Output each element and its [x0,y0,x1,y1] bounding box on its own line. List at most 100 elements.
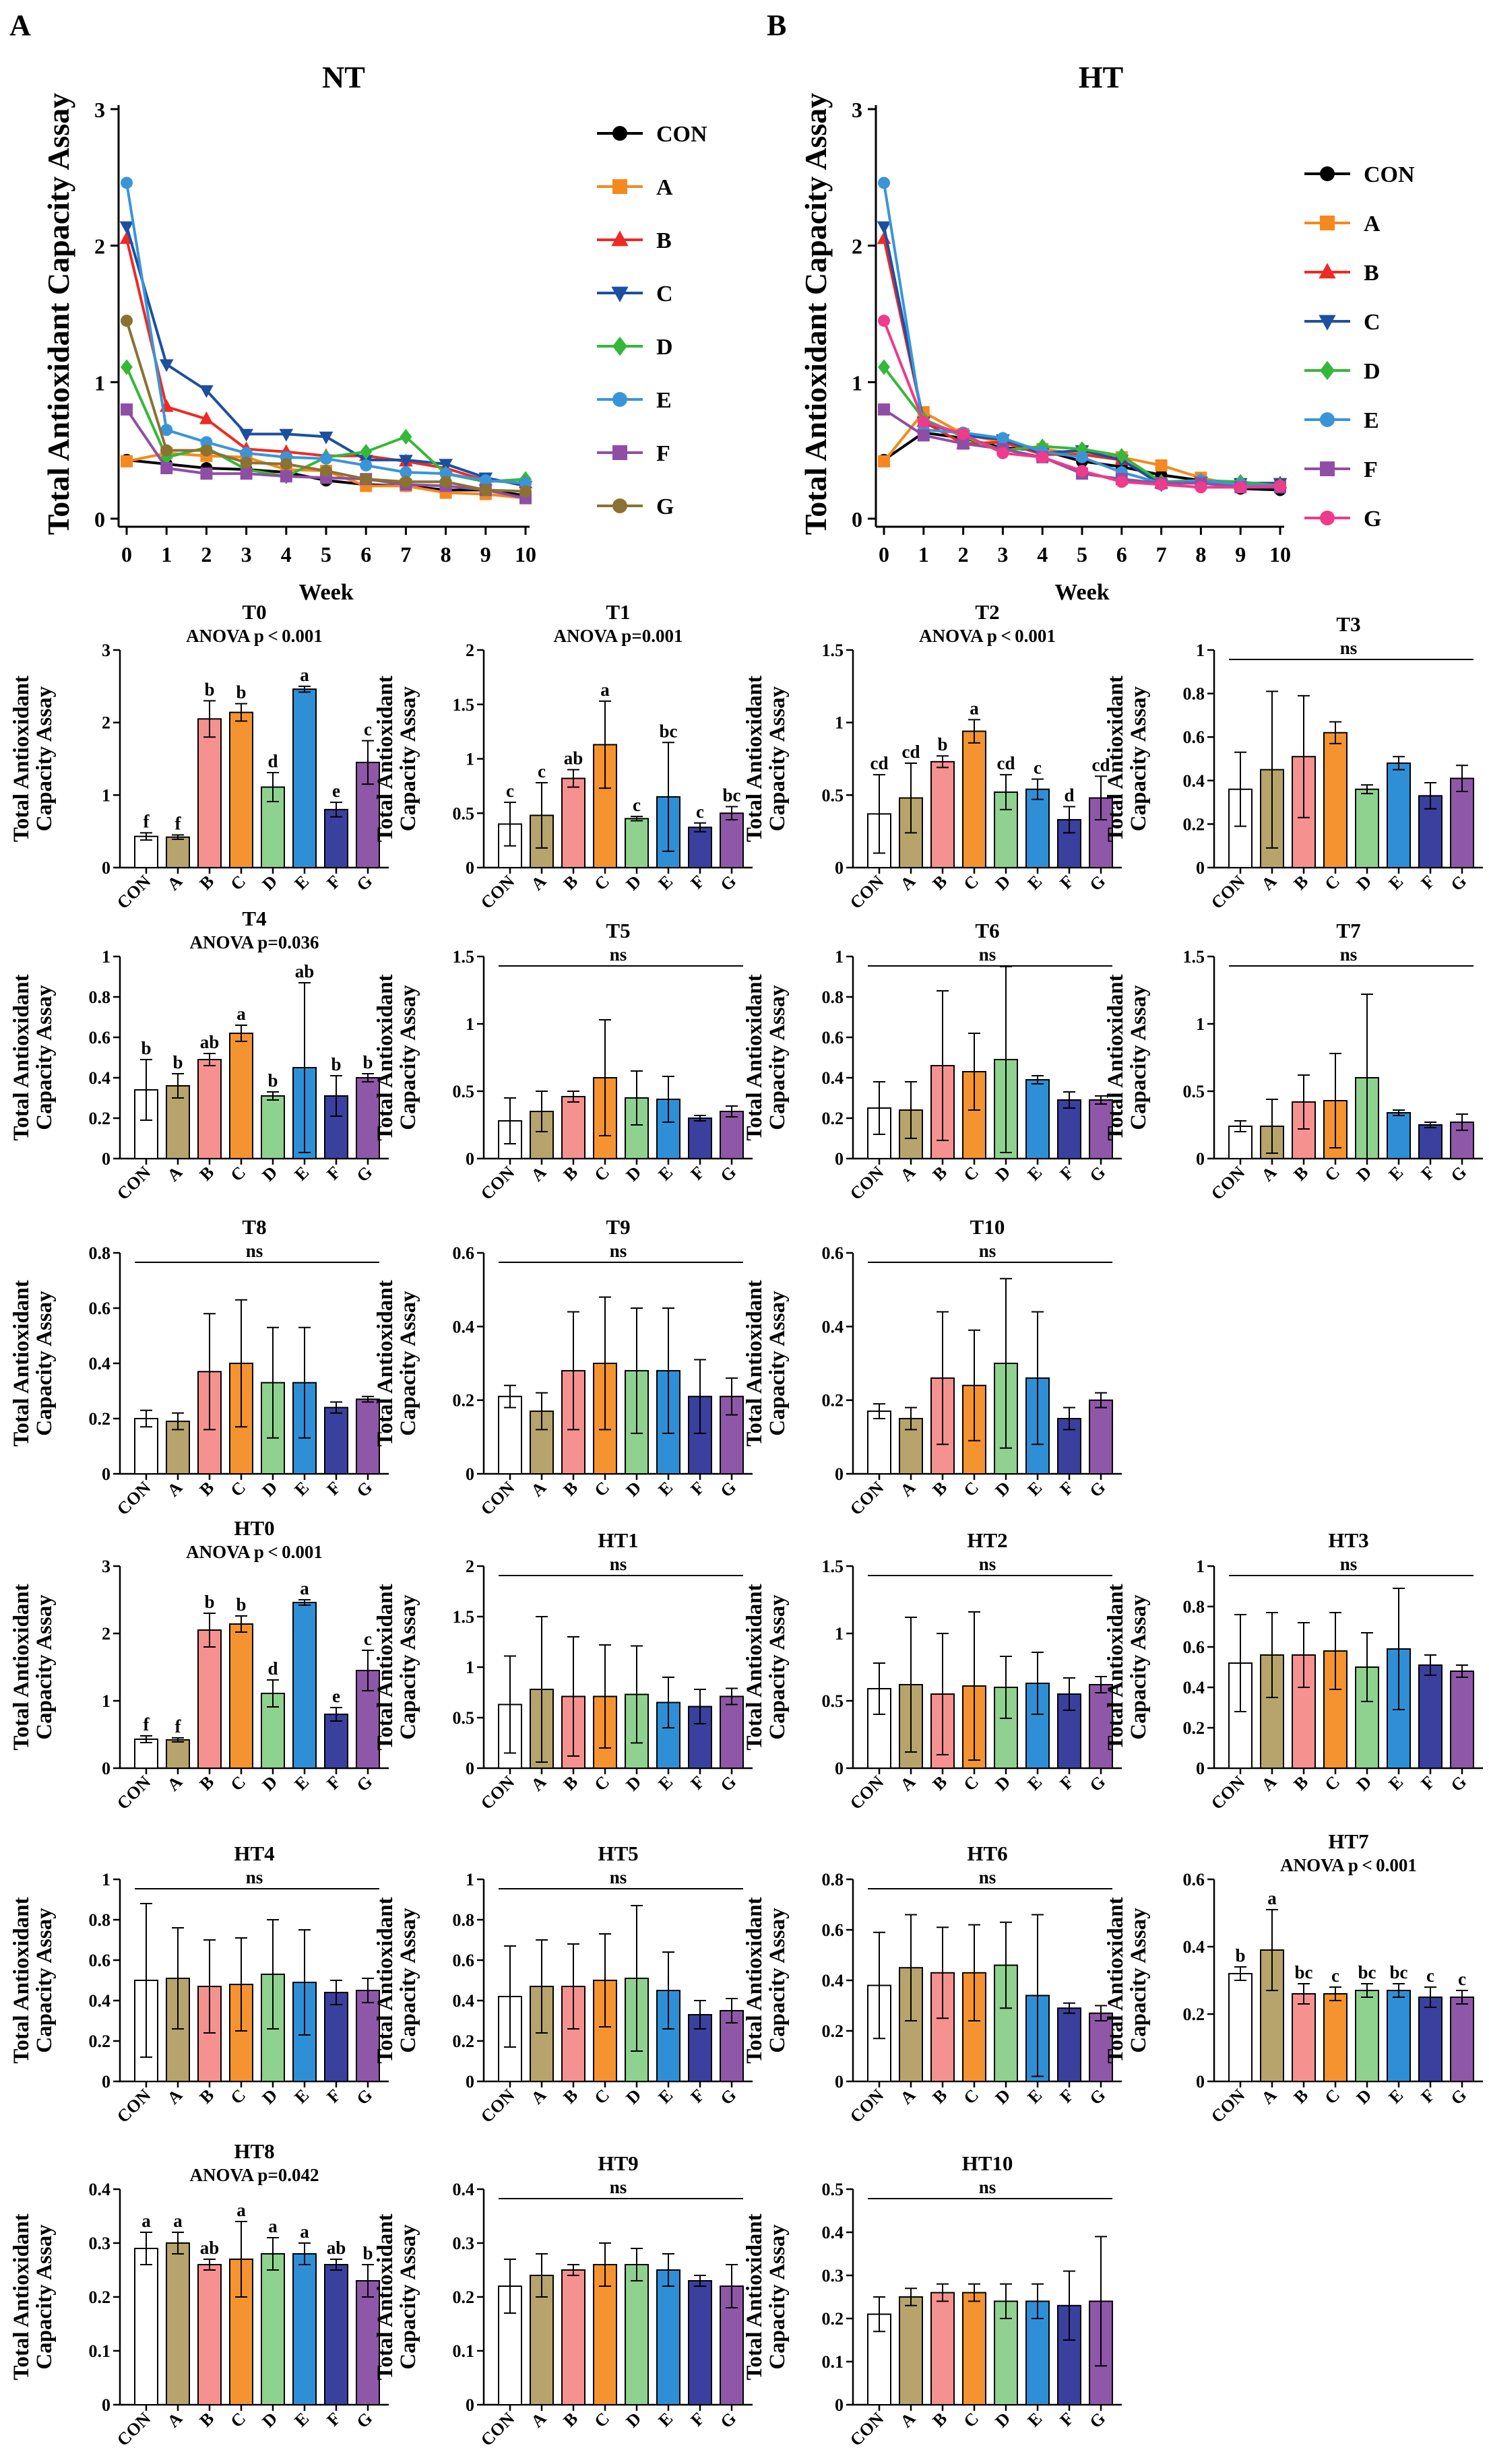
stat-label-ns: ns [610,1867,627,1887]
y-tick-label: 0.3 [89,2234,111,2253]
x-tick-label-b: B [928,1772,951,1794]
legend-entry-e: E [1304,408,1379,433]
bar-g [1450,1997,1474,2082]
y-tick-label: 1 [466,1870,474,1889]
y-tick-label: 2 [102,1624,110,1644]
data-point-g [240,456,253,469]
chart-title-ht10: HT10 [962,2151,1013,2175]
chart-title-ht0: HT0 [234,1516,274,1540]
y-axis-label-line1: Total Antioxidant [742,1897,767,2063]
y-tick-label: 1 [102,785,110,805]
x-tick-label: 7 [1156,542,1167,566]
bar-f [688,1117,712,1159]
y-axis-label-line1: Total Antioxidant [742,1584,767,1750]
bar-g [720,1111,744,1159]
x-tick-label-f: F [1056,2409,1078,2430]
y-tick-label: 0.4 [89,2180,111,2199]
stat-label-ns: ns [1340,1554,1358,1574]
bar-f [324,808,348,869]
significance-letter-b: ab [200,1032,220,1052]
significance-letter-c: a [236,1004,246,1024]
y-tick-label: 1.5 [453,1607,475,1627]
data-point-g [200,444,213,457]
y-axis-label-line2: Capacity Assay [1127,1594,1151,1740]
significance-letter-d: bc [1358,1962,1376,1982]
y-tick-label: 0 [835,2072,844,2092]
y-tick-label: 0.4 [89,1991,111,2011]
data-point-g [400,476,412,488]
y-tick-label: 0 [466,1759,474,1778]
significance-letter-g: bc [723,785,741,806]
y-axis-label-line1: Total Antioxidant [9,676,34,842]
y-axis-label-line2: Capacity Assay [32,985,57,1130]
x-tick-label-a: A [527,1772,550,1795]
x-tick-label-f: F [1418,1163,1439,1184]
x-tick-label-c: C [226,1478,249,1501]
bar-b [1292,1993,1316,2082]
x-tick-label-g: G [352,1478,376,1501]
x-tick-label: 2 [958,542,969,566]
y-tick-label: 0.2 [1183,1718,1205,1738]
x-tick-label-g: G [352,872,376,895]
x-tick-label-g: G [1085,2085,1109,2109]
x-tick-label: 1 [918,542,929,566]
x-tick-label-a: A [527,1478,550,1501]
x-tick-label-e: E [1023,2085,1046,2108]
bar-c [1323,1993,1348,2082]
y-tick-label: 0 [835,1759,844,1778]
x-tick-label-f: F [1056,1163,1078,1184]
bar-e [1025,788,1050,868]
chart-title-ht1: HT1 [598,1528,638,1552]
bar-c [962,730,986,868]
y-tick-label: 0.5 [1183,1082,1205,1101]
legend-label-f: F [656,441,670,466]
bar-c [593,2264,617,2405]
x-tick-label-e: E [1385,2085,1407,2108]
chart-title-ht7: HT7 [1328,1829,1368,1853]
x-tick-label-con: CON [1207,1772,1249,1814]
bar-g [720,1695,744,1769]
y-tick-label: 2 [852,234,862,259]
y-tick-label: 0.2 [453,2032,475,2051]
bar-con [134,2248,158,2405]
y-tick-label: 1 [102,1870,110,1889]
x-tick-label-d: D [622,1163,645,1186]
legend-marker-d [612,336,627,356]
y-tick-label: 3 [102,1557,110,1576]
y-tick-label: 0.4 [89,1354,111,1373]
y-tick-label: 0.4 [453,1991,475,2011]
x-tick-label-c: C [590,1478,613,1501]
x-tick-label-g: G [352,1163,376,1186]
x-tick-label-d: D [991,2409,1014,2432]
chart-title-ht9: HT9 [598,2151,638,2175]
x-tick-label-g: G [352,2085,376,2109]
data-point-g [519,485,532,498]
bar-f [1057,818,1081,868]
y-tick-label: 0.6 [89,1951,111,1970]
y-axis-label-line2: Capacity Assay [765,1594,790,1740]
x-tick-label: 0 [121,542,132,566]
bar-f [1057,1099,1081,1159]
legend-entry-c: C [1304,310,1381,335]
data-point-c [239,428,253,442]
y-axis-label-line1: Total Antioxidant [373,1584,398,1750]
bar-d [1355,788,1379,868]
bar-g [1089,2012,1113,2082]
y-tick-label: 0 [102,2395,110,2415]
x-tick-label-b: B [928,872,951,894]
legend-marker-e [612,392,627,407]
significance-letter-con: cd [870,753,889,773]
series-g [878,315,1286,494]
chart-title-t1: T1 [606,600,630,624]
chart-title-ht6: HT6 [967,1842,1007,1865]
bar-con [134,1739,158,1769]
legend-entry-a: A [597,175,673,200]
y-tick-label: 0 [102,2072,110,2092]
significance-letter-e: a [300,2222,309,2242]
x-tick-label-d: D [991,2085,1014,2108]
line-chart-ht: HT Total Antioxidant Capacity Assay Week 0 1… [798,60,1415,605]
stat-label-anova: ANOVA p=0.042 [190,2165,319,2185]
